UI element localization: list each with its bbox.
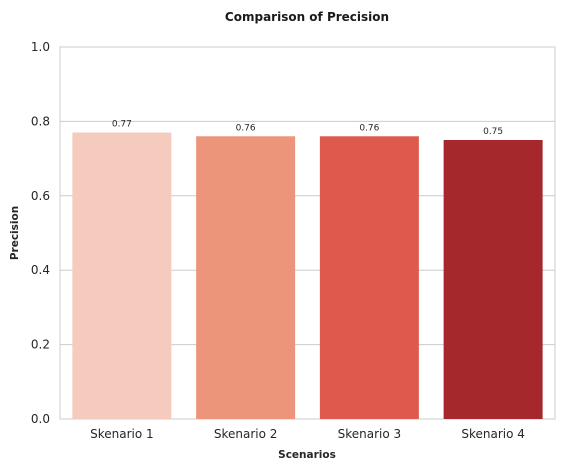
bar-3: [319, 136, 419, 419]
chart-title: Comparison of Precision: [225, 10, 389, 24]
y-tick-label: 0.8: [31, 114, 50, 128]
bar-value-label: 0.75: [483, 127, 503, 137]
y-tick-label: 1.0: [31, 40, 50, 54]
y-axis-label: Precision: [9, 206, 21, 260]
y-tick-label: 0.6: [31, 189, 50, 203]
x-tick-label: Skenario 2: [214, 427, 278, 441]
bars: [72, 132, 543, 419]
x-axis-label: Scenarios: [278, 449, 336, 461]
x-tick-label: Skenario 3: [338, 427, 402, 441]
bar-value-label: 0.76: [359, 123, 379, 133]
bar-2: [196, 136, 296, 419]
x-axis-ticks: Skenario 1 Skenario 2 Skenario 3 Skenario 4: [90, 427, 525, 441]
bar-4: [443, 140, 543, 419]
y-tick-label: 0.4: [31, 263, 50, 277]
bar-value-label: 0.77: [112, 120, 132, 130]
x-tick-label: Skenario 4: [461, 427, 525, 441]
y-tick-label: 0.2: [31, 338, 50, 352]
data-labels: 0.77 0.76 0.76 0.75: [112, 120, 503, 137]
y-tick-label: 0.0: [31, 412, 50, 426]
y-axis-ticks: 0.0 0.2 0.4 0.6 0.8 1.0: [31, 40, 50, 426]
bar-1: [72, 132, 172, 419]
plot-frame: [59, 46, 556, 420]
x-tick-label: Skenario 1: [90, 427, 154, 441]
bar-value-label: 0.76: [236, 123, 256, 133]
